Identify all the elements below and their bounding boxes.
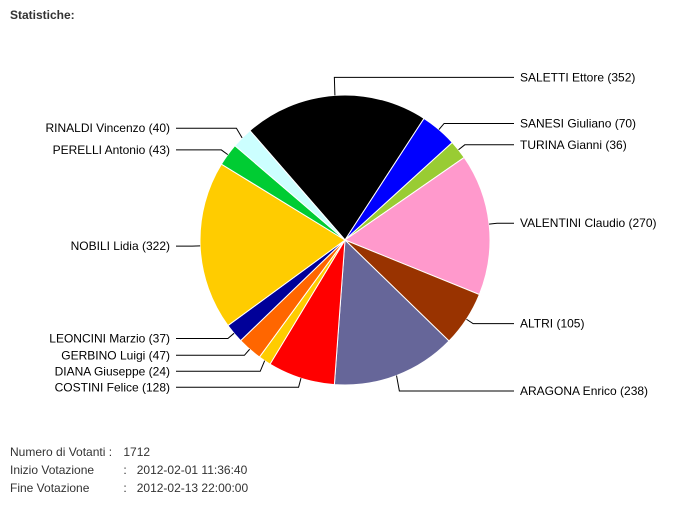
footer-value: 2012-02-01 11:36:40	[137, 463, 248, 477]
footer-row-voters: Numero di Votanti : 1712	[10, 443, 248, 461]
slice-label: SALETTI Ettore (352)	[520, 70, 635, 84]
leader-line	[176, 150, 228, 155]
slice-label: COSTINI Felice (128)	[55, 380, 170, 394]
slice-label: PERELLI Antonio (43)	[53, 143, 170, 157]
footer-label: Inizio Votazione	[10, 461, 120, 479]
footer-sep: :	[123, 481, 126, 495]
slice-label: LEONCINI Marzio (37)	[49, 331, 170, 345]
slice-label: ALTRI (105)	[520, 317, 584, 331]
footer-stats: Numero di Votanti : 1712 Inizio Votazion…	[10, 443, 248, 497]
leader-line	[176, 333, 234, 338]
footer-row-end: Fine Votazione : 2012-02-13 22:00:00	[10, 479, 248, 497]
footer-label: Fine Votazione	[10, 479, 120, 497]
leader-line	[397, 376, 514, 391]
footer-value: 2012-02-13 22:00:00	[137, 481, 248, 495]
leader-line	[466, 319, 514, 323]
leader-line	[176, 361, 265, 372]
leader-line	[439, 123, 514, 129]
leader-line	[176, 128, 242, 138]
slice-label: RINALDI Vincenzo (40)	[46, 121, 171, 135]
slice-label: DIANA Giuseppe (24)	[55, 364, 170, 378]
leader-line	[334, 77, 514, 95]
slice-label: NOBILI Lidia (322)	[71, 239, 170, 253]
leader-line	[176, 378, 301, 387]
slice-label: VALENTINI Claudio (270)	[520, 216, 657, 230]
pie-chart: RINALDI Vincenzo (40) PERELLI Antonio (43…	[0, 0, 695, 440]
slice-label: SANESI Giuliano (70)	[520, 116, 636, 130]
leader-line	[459, 145, 514, 150]
leader-line	[176, 349, 250, 355]
footer-value: 1712	[123, 445, 150, 459]
pie-svg: RINALDI Vincenzo (40) PERELLI Antonio (43…	[0, 0, 695, 440]
leader-line	[489, 223, 514, 224]
slice-label: ARAGONA Enrico (238)	[520, 384, 648, 398]
footer-sep: :	[123, 463, 126, 477]
slice-label: GERBINO Luigi (47)	[61, 348, 170, 362]
footer-row-start: Inizio Votazione : 2012-02-01 11:36:40	[10, 461, 248, 479]
slice-label: TURINA Gianni (36)	[520, 138, 627, 152]
footer-label: Numero di Votanti :	[10, 443, 120, 461]
